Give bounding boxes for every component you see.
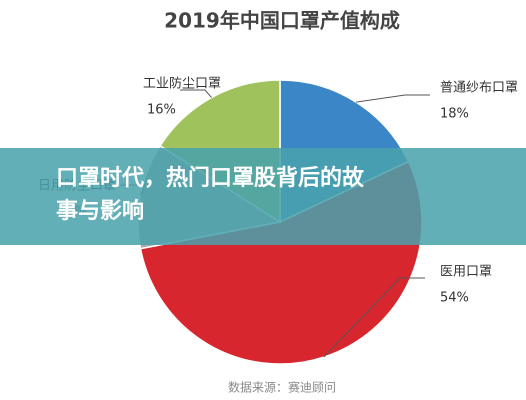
slice-label: 医用口罩 — [440, 265, 492, 280]
leader-line — [180, 89, 212, 98]
slice-value-label: 54% — [440, 291, 469, 306]
headline: 口罩时代，热门口罩股背后的故事与影响 — [56, 166, 365, 224]
slice-label: 工业防尘口罩 — [143, 76, 221, 92]
banner: 口罩时代，热门口罩股背后的故事与影响 — [0, 148, 526, 245]
chart-title: 2019年中国口罩产值构成 — [164, 9, 400, 33]
source: 数据来源：赛迪顾问 — [228, 380, 336, 395]
leader-line — [323, 277, 425, 358]
slice-value-label: 16% — [147, 103, 176, 118]
leader-line — [356, 94, 430, 103]
slice-label: 普通纱布口罩 — [440, 81, 518, 96]
slice-value-label: 18% — [440, 107, 469, 122]
